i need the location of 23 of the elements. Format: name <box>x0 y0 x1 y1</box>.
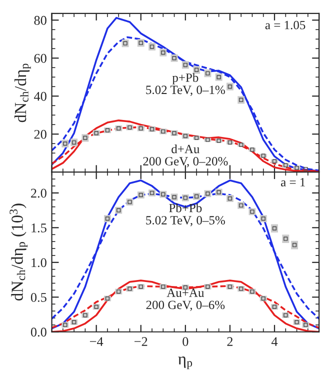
x-tick-label: −4 <box>90 337 104 346</box>
y-tick-label: 0.0 <box>30 328 46 337</box>
annotation: Au+Au 200 GeV, 0–6% <box>146 288 225 311</box>
y-tick-label: 60 <box>34 54 46 63</box>
y-axis-title: dN$_{ch}$/dη$_{p}$ (10$^{3}$) <box>10 204 28 301</box>
annotation: a = 1.05 <box>265 20 306 30</box>
y-tick-label: 80 <box>34 16 46 25</box>
y-tick-label: 2.0 <box>31 188 46 198</box>
annotation: a = 1 <box>281 178 305 186</box>
y-axis-title: dN$_{ch}$/dη$_{p}$ <box>14 64 31 122</box>
y-tick-label: 1.0 <box>32 258 46 268</box>
annotation: p+Pb 5.02 TeV, 0–1% <box>146 73 225 96</box>
x-tick-label: 2 <box>227 337 233 346</box>
annotation: Pb+Pb 5.02 TeV, 0–5% <box>146 203 225 226</box>
x-tick-label: 0 <box>182 337 188 346</box>
y-tick-label: 20 <box>34 130 46 139</box>
x-axis-title: η$_{p}$ <box>178 356 192 370</box>
y-tick-label: 1.5 <box>32 224 46 232</box>
x-tick-label: −2 <box>134 337 148 346</box>
x-tick-label: 4 <box>271 337 278 346</box>
y-tick-label: 40 <box>34 92 46 101</box>
annotation: d+Au 200 GeV, 0–20% <box>143 144 228 168</box>
y-tick-label: 0.5 <box>30 292 46 302</box>
